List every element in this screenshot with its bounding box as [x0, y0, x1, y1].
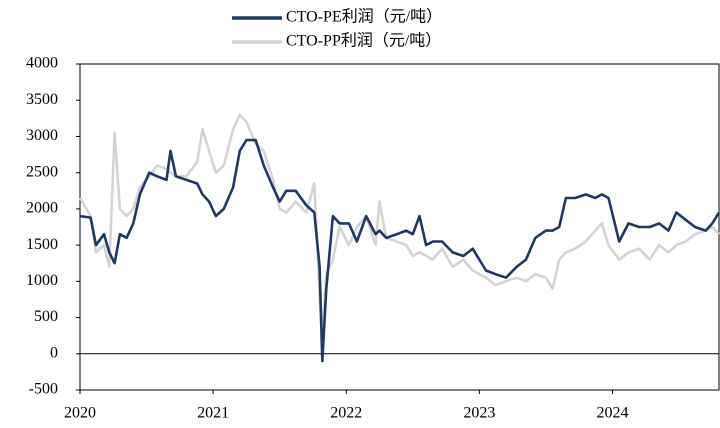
- y-tick-label: -500: [29, 381, 58, 398]
- y-tick-label: 500: [34, 308, 58, 325]
- x-tick-label: 2022: [330, 405, 362, 422]
- legend-label: CTO-PE利润（元/吨）: [286, 8, 442, 26]
- y-tick-label: 1000: [26, 272, 58, 289]
- y-tick-label: 2500: [26, 163, 58, 180]
- series-line: [79, 138, 720, 363]
- x-tick-label: 2024: [597, 405, 629, 422]
- x-tick-label: 2020: [64, 405, 96, 422]
- y-tick-label: 4000: [26, 55, 58, 72]
- x-tick-label: 2023: [463, 405, 495, 422]
- legend-label: CTO-PP利润（元/吨）: [286, 32, 441, 50]
- series-line: [78, 113, 720, 341]
- x-tick-label: 2021: [197, 405, 229, 422]
- y-tick-label: 3000: [26, 127, 58, 144]
- y-tick-label: 3500: [26, 91, 58, 108]
- plot-frame: [79, 63, 720, 391]
- y-tick-label: 1500: [26, 236, 58, 253]
- y-tick-label: 2000: [26, 200, 58, 217]
- y-tick-label: 0: [50, 344, 58, 361]
